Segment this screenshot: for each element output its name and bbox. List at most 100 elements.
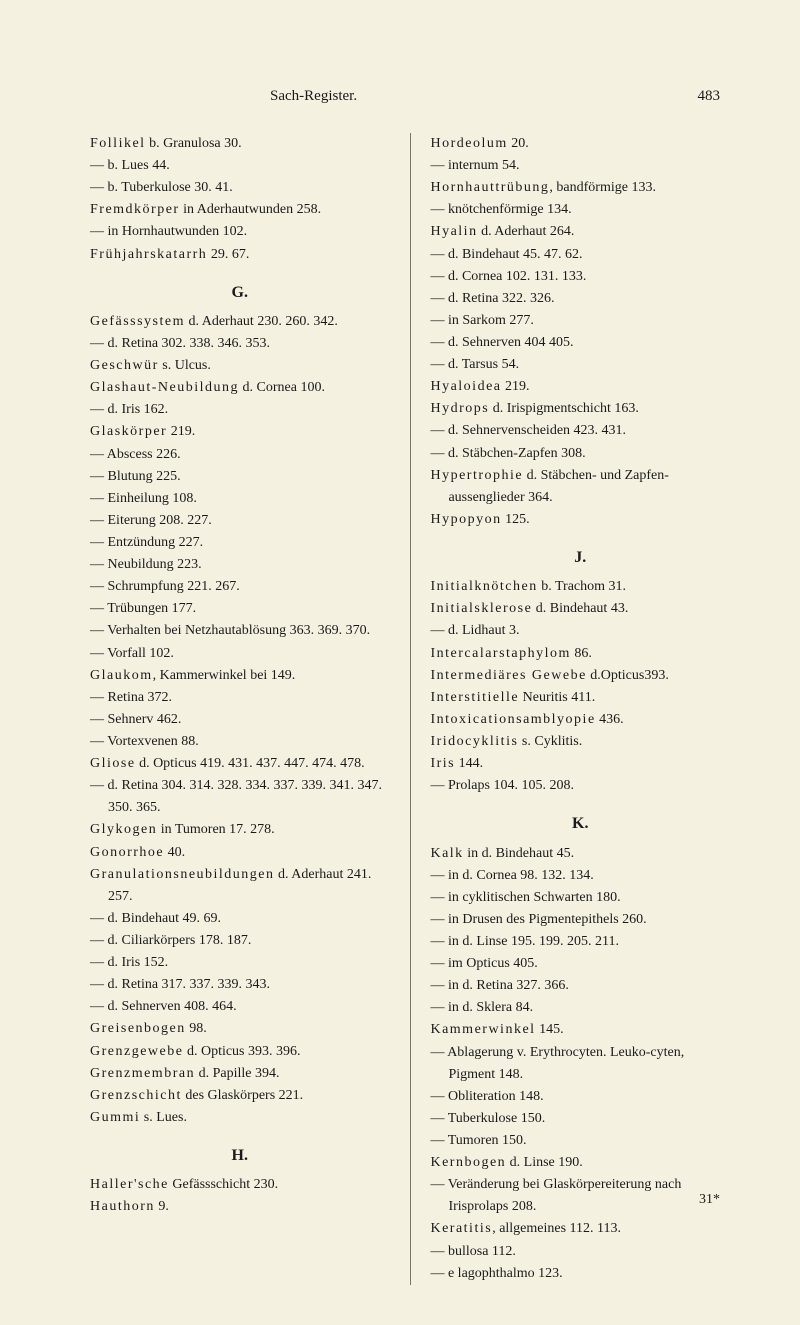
index-entry: Hypopyon 125. bbox=[430, 509, 730, 531]
section-letter: K. bbox=[430, 811, 730, 836]
index-entry: Keratitis, allgemeines 112. 113. bbox=[430, 1218, 730, 1240]
index-entry: Hyaloidea 219. bbox=[430, 376, 730, 398]
index-entry: — Sehnerv 462. bbox=[90, 709, 390, 731]
index-entry-tail: 20. bbox=[508, 136, 529, 151]
section-letter: H. bbox=[90, 1143, 390, 1168]
index-term: Glashaut-Neubildung bbox=[90, 380, 239, 395]
index-entry-tail: 145. bbox=[536, 1022, 564, 1037]
index-term: Gummi bbox=[90, 1110, 140, 1125]
index-entry-tail: d. Opticus 419. 431. 437. 447. 474. 478. bbox=[136, 756, 365, 771]
index-entry-tail: d. Cornea 100. bbox=[239, 380, 325, 395]
index-term: Intermediäres Gewebe bbox=[430, 668, 586, 683]
index-term: Fremdkörper bbox=[90, 202, 180, 217]
index-entry-tail: 29. 67. bbox=[207, 247, 249, 262]
index-entry: — Entzündung 227. bbox=[90, 532, 390, 554]
index-entry: — d. Stäbchen-Zapfen 308. bbox=[430, 443, 730, 465]
index-entry: — Eiterung 208. 227. bbox=[90, 510, 390, 532]
index-term: Gonorrhoe bbox=[90, 845, 164, 860]
index-entry-tail: d.Opticus393. bbox=[587, 668, 669, 683]
index-entry: — d. Tarsus 54. bbox=[430, 354, 730, 376]
index-term: Intoxicationsamblyopie bbox=[430, 712, 595, 727]
index-entry: — Veränderung bei Glaskörpereiterung nac… bbox=[430, 1174, 730, 1218]
index-entry: — Einheilung 108. bbox=[90, 488, 390, 510]
index-entry: Gonorrhoe 40. bbox=[90, 842, 390, 864]
index-entry: Grenzmembran d. Papille 394. bbox=[90, 1063, 390, 1085]
index-term: Hordeolum bbox=[430, 136, 507, 151]
index-entry-tail: Neuritis 411. bbox=[519, 690, 595, 705]
index-entry: Gefässsystem d. Aderhaut 230. 260. 342. bbox=[90, 311, 390, 333]
index-term: Iris bbox=[430, 756, 455, 771]
index-entry: Frühjahrskatarrh 29. 67. bbox=[90, 244, 390, 266]
index-entry: Kammerwinkel 145. bbox=[430, 1019, 730, 1041]
index-term: Granulationsneubildungen bbox=[90, 867, 275, 882]
index-term: Hauthorn bbox=[90, 1199, 155, 1214]
index-entry: — b. Tuberkulose 30. 41. bbox=[90, 177, 390, 199]
index-entry: — bullosa 112. bbox=[430, 1241, 730, 1263]
index-entry: Hyalin d. Aderhaut 264. bbox=[430, 221, 730, 243]
index-entry: — d. Retina 322. 326. bbox=[430, 288, 730, 310]
index-entry: — d. Retina 304. 314. 328. 334. 337. 339… bbox=[90, 775, 390, 819]
index-entry-tail: Gefässschicht 230. bbox=[169, 1177, 278, 1192]
index-entry: — Retina 372. bbox=[90, 687, 390, 709]
index-entry: Gummi s. Lues. bbox=[90, 1107, 390, 1129]
index-entry: Greisenbogen 98. bbox=[90, 1018, 390, 1040]
index-entry-tail: d. Aderhaut 264. bbox=[478, 224, 575, 239]
index-term: Keratitis bbox=[430, 1221, 492, 1236]
index-entry: Glykogen in Tumoren 17. 278. bbox=[90, 819, 390, 841]
index-entry: Intoxicationsamblyopie 436. bbox=[430, 709, 730, 731]
index-term: Greisenbogen bbox=[90, 1021, 186, 1036]
index-entry: — Prolaps 104. 105. 208. bbox=[430, 775, 730, 797]
page-header: Sach-Register. 483 bbox=[90, 88, 730, 105]
section-letter: G. bbox=[90, 280, 390, 305]
index-term: Haller'sche bbox=[90, 1177, 169, 1192]
columns-container: Follikel b. Granulosa 30.— b. Lues 44.— … bbox=[90, 133, 730, 1285]
index-entry: — e lagophthalmo 123. bbox=[430, 1263, 730, 1285]
index-term: Glaskörper bbox=[90, 424, 167, 439]
index-entry: Gliose d. Opticus 419. 431. 437. 447. 47… bbox=[90, 753, 390, 775]
index-entry: — Obliteration 148. bbox=[430, 1086, 730, 1108]
index-entry: Initialknötchen b. Trachom 31. bbox=[430, 576, 730, 598]
index-entry: — Abscess 226. bbox=[90, 444, 390, 466]
index-entry: — d. Cornea 102. 131. 133. bbox=[430, 266, 730, 288]
index-entry: Hordeolum 20. bbox=[430, 133, 730, 155]
index-entry: — d. Lidhaut 3. bbox=[430, 620, 730, 642]
index-term: Kalk bbox=[430, 846, 463, 861]
index-entry: — Tumoren 150. bbox=[430, 1130, 730, 1152]
index-entry: Glaskörper 219. bbox=[90, 421, 390, 443]
index-entry: Iridocyklitis s. Cyklitis. bbox=[430, 731, 730, 753]
index-term: Grenzgewebe bbox=[90, 1044, 183, 1059]
index-entry: — Schrumpfung 221. 267. bbox=[90, 576, 390, 598]
index-entry: — d. Sehnervenscheiden 423. 431. bbox=[430, 420, 730, 442]
index-entry: Fremdkörper in Aderhautwunden 258. bbox=[90, 199, 390, 221]
footer-signature: 31* bbox=[699, 1192, 720, 1208]
page: Sach-Register. 483 Follikel b. Granulosa… bbox=[0, 0, 800, 1325]
index-entry: — d. Iris 162. bbox=[90, 399, 390, 421]
index-entry-tail: d. Aderhaut 230. 260. 342. bbox=[185, 314, 338, 329]
index-entry: — knötchenförmige 134. bbox=[430, 199, 730, 221]
index-entry: — im Opticus 405. bbox=[430, 953, 730, 975]
index-entry-tail: 98. bbox=[186, 1021, 207, 1036]
index-entry-tail: 436. bbox=[596, 712, 624, 727]
index-entry-tail: in d. Bindehaut 45. bbox=[464, 846, 574, 861]
index-entry: Glashaut-Neubildung d. Cornea 100. bbox=[90, 377, 390, 399]
index-entry: — Tuberkulose 150. bbox=[430, 1108, 730, 1130]
left-column: Follikel b. Granulosa 30.— b. Lues 44.— … bbox=[90, 133, 390, 1285]
index-entry: — Trübungen 177. bbox=[90, 598, 390, 620]
index-entry: Granulationsneubildungen d. Aderhaut 241… bbox=[90, 864, 390, 908]
index-entry-tail: d. Irispigmentschicht 163. bbox=[489, 401, 639, 416]
section-letter: J. bbox=[430, 545, 730, 570]
index-entry: Kalk in d. Bindehaut 45. bbox=[430, 843, 730, 865]
index-term: Intercalarstaphylom bbox=[430, 646, 570, 661]
index-entry: — d. Sehnerven 404 405. bbox=[430, 332, 730, 354]
index-entry-tail: b. Granulosa 30. bbox=[146, 136, 242, 151]
index-entry: Interstitielle Neuritis 411. bbox=[430, 687, 730, 709]
index-entry-tail: s. Ulcus. bbox=[159, 358, 211, 373]
index-entry: Hypertrophie d. Stäbchen- und Zapfen-aus… bbox=[430, 465, 730, 509]
index-entry-tail: 219. bbox=[502, 379, 530, 394]
index-entry: Hornhauttrübung, bandförmige 133. bbox=[430, 177, 730, 199]
index-entry: — Blutung 225. bbox=[90, 466, 390, 488]
index-entry: — in Drusen des Pigmentepithels 260. bbox=[430, 909, 730, 931]
index-term: Follikel bbox=[90, 136, 146, 151]
index-entry-tail: 144. bbox=[455, 756, 483, 771]
index-term: Iridocyklitis bbox=[430, 734, 518, 749]
